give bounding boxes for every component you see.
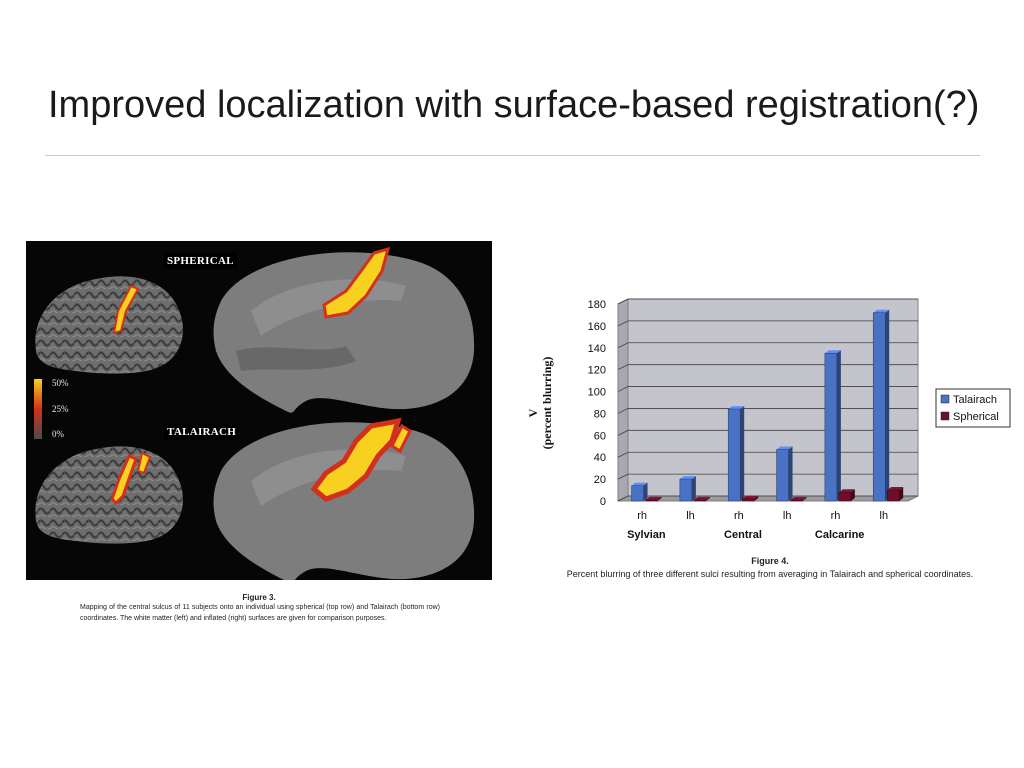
plot-side-wall xyxy=(617,298,629,502)
gridline xyxy=(617,342,918,349)
bar-side xyxy=(788,446,793,501)
gridline xyxy=(617,408,918,414)
gridline xyxy=(617,320,918,327)
bar-spherical xyxy=(741,498,755,502)
y-tick-label: 160 xyxy=(588,321,606,333)
figure4-caption-text: Percent blurring of three different sulc… xyxy=(566,569,974,579)
figure4-caption-title: Figure 4. xyxy=(751,556,789,566)
bar-talairach xyxy=(776,449,789,502)
bar-spherical xyxy=(645,499,658,502)
scale-label-50: 50% xyxy=(52,378,69,388)
gridline xyxy=(617,451,918,458)
y-axis-title: V xyxy=(526,408,540,417)
bar-talairach xyxy=(872,312,886,502)
bar-talairach xyxy=(824,353,838,502)
y-tick-label: 20 xyxy=(594,474,606,486)
bar-top xyxy=(776,446,793,450)
bar-spherical xyxy=(886,489,900,502)
y-tick-label: 140 xyxy=(588,343,606,355)
label-spherical: SPHERICAL xyxy=(164,253,237,269)
y-tick-label: 0 xyxy=(600,496,606,508)
bar-chart-svg: 0 20 40 60 80 100 120 140 160 180 rh lh rh lh rh lh Sylv… xyxy=(526,298,1011,541)
x-tick-label: rh xyxy=(734,510,744,522)
figure3-caption-text: Mapping of the central sulcus of 11 subj… xyxy=(80,604,440,622)
gridline xyxy=(617,386,918,392)
activation-bottom-left xyxy=(110,454,138,506)
activation-top-right xyxy=(322,246,391,319)
slide-title: Improved localization with surface-based… xyxy=(48,84,980,126)
inflated-brain-bottom xyxy=(213,422,475,580)
bar-side xyxy=(850,489,855,501)
gridline xyxy=(617,473,918,480)
bar-talairach xyxy=(679,478,693,502)
legend-label: Talairach xyxy=(953,394,997,406)
y-axis-title-units: (percent blurring) xyxy=(540,357,554,450)
activation-bottom-right xyxy=(310,417,402,502)
bar-side xyxy=(885,309,890,501)
bar-side xyxy=(643,482,648,501)
bar-top xyxy=(693,496,710,500)
y-tick-label: 100 xyxy=(588,387,606,399)
bar-side xyxy=(836,350,841,501)
heat-scale-bar xyxy=(34,379,42,439)
bar-top xyxy=(742,495,759,499)
y-tick-label: 60 xyxy=(594,430,606,442)
gridline xyxy=(617,298,918,305)
brain-illustration xyxy=(34,246,475,580)
figure3-caption-title: Figure 3. xyxy=(242,593,276,602)
scale-label-25: 25% xyxy=(52,404,69,414)
x-tick-label: rh xyxy=(637,510,647,522)
legend-label: Spherical xyxy=(953,411,999,423)
bar-spherical xyxy=(838,491,852,502)
x-tick-label: lh xyxy=(783,510,792,522)
bar-side xyxy=(657,496,662,501)
gridline xyxy=(617,495,918,502)
blurring-chart: 0 20 40 60 80 100 120 140 160 180 rh lh rh lh rh lh Sylv… xyxy=(515,288,1015,548)
gridline xyxy=(617,429,918,436)
bar-side xyxy=(754,495,759,501)
bar-top xyxy=(873,309,890,313)
bar-top xyxy=(645,496,662,500)
bar-side xyxy=(899,487,904,501)
bar-top xyxy=(824,350,841,354)
bar-top xyxy=(838,489,855,493)
bar-top xyxy=(887,487,904,491)
bar-top xyxy=(631,482,648,486)
legend-swatch xyxy=(940,411,950,421)
group-label: Central xyxy=(724,529,762,541)
white-matter-top xyxy=(35,276,183,374)
bar-side xyxy=(705,496,710,501)
bar-side xyxy=(802,496,807,501)
x-tick-label: lh xyxy=(686,510,695,522)
activation-top-left xyxy=(112,284,140,335)
bar-side xyxy=(740,406,745,501)
group-label: Sylvian xyxy=(627,529,666,541)
bar-talairach xyxy=(631,485,644,502)
title-divider xyxy=(45,155,980,156)
scale-label-0: 0% xyxy=(52,429,64,439)
legend-swatch xyxy=(940,394,950,404)
bar-top xyxy=(790,496,807,500)
group-label: Calcarine xyxy=(815,529,865,541)
gridline xyxy=(617,364,918,371)
inflated-brain-top xyxy=(213,252,475,413)
bar-top xyxy=(679,476,696,480)
bar-top xyxy=(728,406,745,410)
bar-spherical xyxy=(790,499,803,502)
brain-figure: SPHERICAL TALAIRACH 50% 25% 0% xyxy=(26,241,492,580)
y-tick-label: 120 xyxy=(588,365,606,377)
y-tick-label: 180 xyxy=(588,299,606,311)
x-tick-label: rh xyxy=(831,510,841,522)
white-matter-bottom xyxy=(35,446,183,544)
bar-talairach xyxy=(727,408,741,502)
bar-spherical xyxy=(693,499,707,502)
label-talairach: TALAIRACH xyxy=(164,424,240,440)
y-tick-label: 80 xyxy=(594,408,606,420)
y-tick-label: 40 xyxy=(594,452,606,464)
bar-side xyxy=(691,476,696,501)
x-tick-label: lh xyxy=(880,510,889,522)
